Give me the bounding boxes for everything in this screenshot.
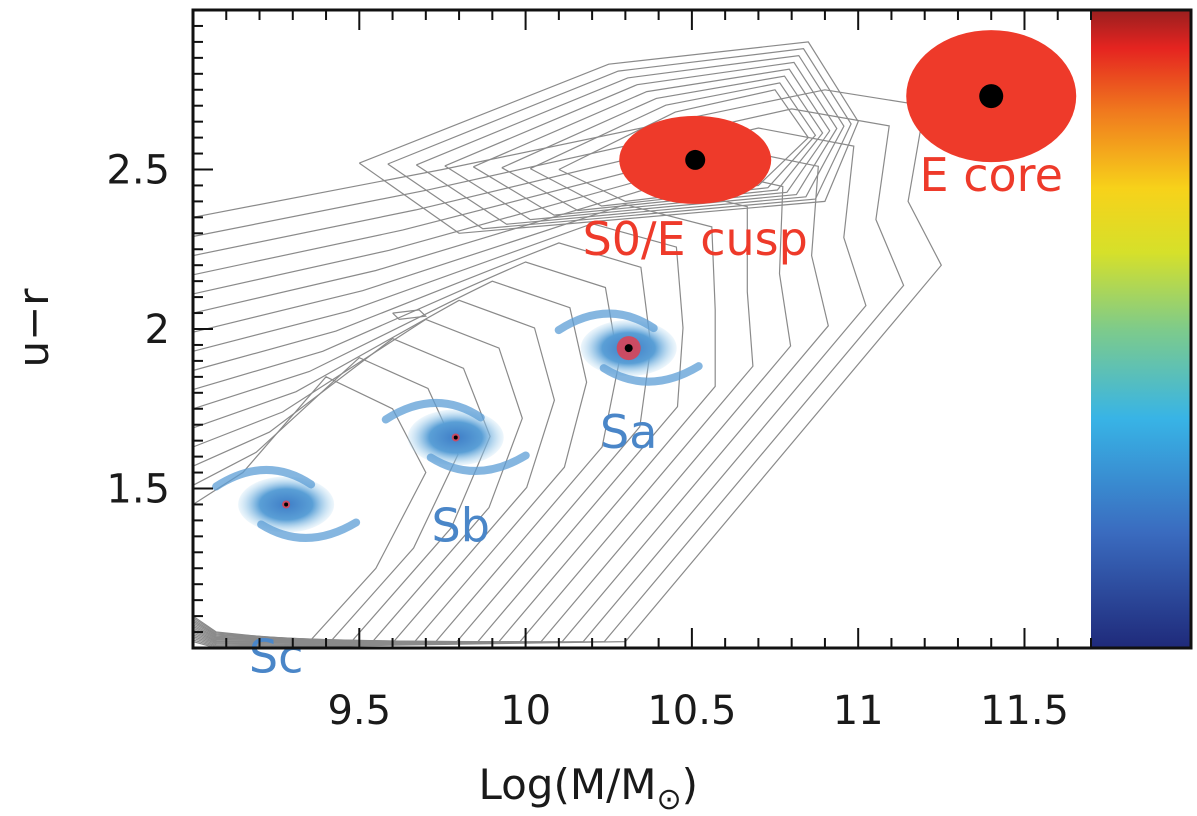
spiral-arm <box>426 451 530 475</box>
y-tick-label: 2 <box>145 307 170 353</box>
density-contour <box>192 203 716 643</box>
density-contours <box>192 41 943 649</box>
density-contour <box>192 146 829 646</box>
colorbar <box>1091 10 1191 648</box>
nucleus-dot <box>624 344 633 353</box>
spiral-arm <box>257 518 361 542</box>
x-tick-label: 9.5 <box>327 688 391 734</box>
density-contour <box>192 89 943 649</box>
density-contour <box>192 184 754 644</box>
spiral-arm <box>381 398 485 424</box>
spiral-arm <box>212 465 316 491</box>
density-contour <box>444 61 838 221</box>
spiral-galaxy-icon <box>381 398 530 475</box>
galaxy-type-label: E core <box>920 148 1063 202</box>
spiral-galaxy-icon <box>554 309 703 386</box>
x-tick-label: 11 <box>833 688 884 734</box>
x-tick-label: 10.5 <box>647 688 736 734</box>
nucleus-dot <box>685 149 706 170</box>
y-axis-title: u−r <box>9 288 58 368</box>
galaxy-markers <box>212 30 1077 542</box>
elliptical-galaxy-icon <box>906 30 1077 163</box>
spiral-arm <box>599 362 703 386</box>
density-contour <box>415 54 845 225</box>
nucleus-dot <box>284 502 289 507</box>
density-contour <box>501 75 824 212</box>
density-contour <box>192 108 905 648</box>
x-axis-title: Log(M/M⊙) <box>478 760 698 816</box>
density-contour <box>358 41 859 234</box>
density-contour <box>530 82 817 207</box>
density-contour <box>387 48 852 230</box>
density-contour <box>392 309 428 321</box>
x-tick-label: 10 <box>500 688 551 734</box>
galaxy-labels: Sc Sb Sa S0/E cusp E core <box>249 148 1063 683</box>
elliptical-galaxy-icon <box>619 115 772 204</box>
spiral-galaxy-icon <box>212 465 361 542</box>
x-tick-label: 11.5 <box>980 688 1069 734</box>
density-contour <box>192 165 792 645</box>
galaxy-type-label: Sc <box>249 629 304 683</box>
density-contour <box>192 127 867 647</box>
y-tick-label: 2.5 <box>106 148 170 194</box>
spiral-arm <box>554 309 658 335</box>
galaxy-type-label: Sa <box>600 405 657 459</box>
density-contour <box>192 318 523 643</box>
svg-text:Log(M/M⊙): Log(M/M⊙) <box>478 760 698 816</box>
density-contour <box>558 89 810 203</box>
galaxy-type-label: Sb <box>432 498 490 552</box>
nucleus-dot <box>979 84 1004 109</box>
density-contour <box>472 68 831 216</box>
y-tick-label: 1.5 <box>106 467 170 513</box>
galaxy-type-label: S0/E cusp <box>583 212 808 266</box>
density-contour <box>192 223 684 643</box>
nucleus-dot <box>453 435 458 440</box>
